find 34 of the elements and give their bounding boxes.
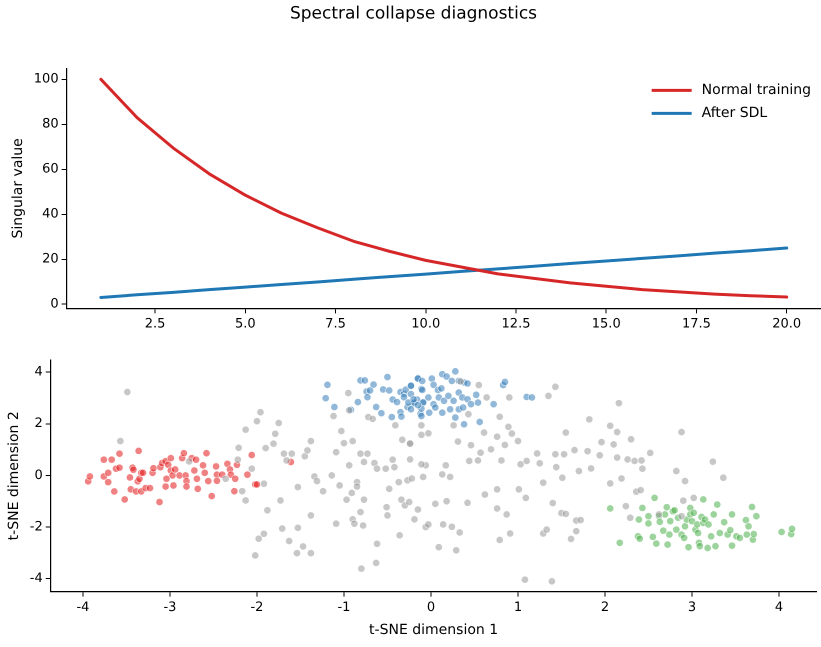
- x-axis-title: t-SNE dimension 1: [369, 622, 498, 638]
- y-tick-label: 0: [34, 468, 43, 483]
- x-tick-label: 17.5: [682, 316, 711, 332]
- x-tick-label: -2: [250, 600, 264, 615]
- x-tick-label: -3: [163, 600, 176, 615]
- legend-label: After SDL: [702, 105, 768, 122]
- y-tick-label: -2: [30, 519, 43, 534]
- y-tick-label: 20: [42, 252, 59, 267]
- x-tick-label: 2.5: [144, 316, 166, 332]
- x-tick-label: 12.5: [502, 316, 530, 332]
- x-tick-label: 0: [426, 600, 436, 615]
- x-tick-label: 4: [774, 600, 784, 615]
- y-tick-label: 40: [42, 206, 59, 222]
- x-tick-label: 1: [514, 600, 522, 615]
- x-tick-label: 10.0: [411, 316, 440, 332]
- x-tick-label: 2: [600, 600, 610, 615]
- x-tick-label: 5.0: [234, 316, 256, 332]
- y-tick-label: 0: [50, 296, 59, 312]
- x-tick-label: 15.0: [592, 316, 621, 332]
- chart-title: Spectral collapse diagnostics: [290, 4, 538, 24]
- y-tick-label: 100: [34, 72, 59, 87]
- y-tick-label: -4: [30, 571, 43, 586]
- x-tick-label: -1: [337, 600, 350, 615]
- y-axis-title: t-SNE dimension 2: [6, 411, 22, 540]
- y-tick-label: 4: [34, 364, 43, 380]
- y-axis-title: Singular value: [10, 138, 26, 239]
- x-tick-label: 7.5: [325, 316, 346, 332]
- y-tick-label: 80: [42, 116, 59, 132]
- x-tick-label: 3: [688, 600, 696, 615]
- x-tick-label: -4: [76, 600, 90, 615]
- y-tick-label: 60: [42, 162, 59, 177]
- x-tick-label: 20.0: [772, 316, 802, 332]
- legend-label: Normal training: [702, 82, 812, 98]
- y-tick-label: 2: [34, 416, 43, 432]
